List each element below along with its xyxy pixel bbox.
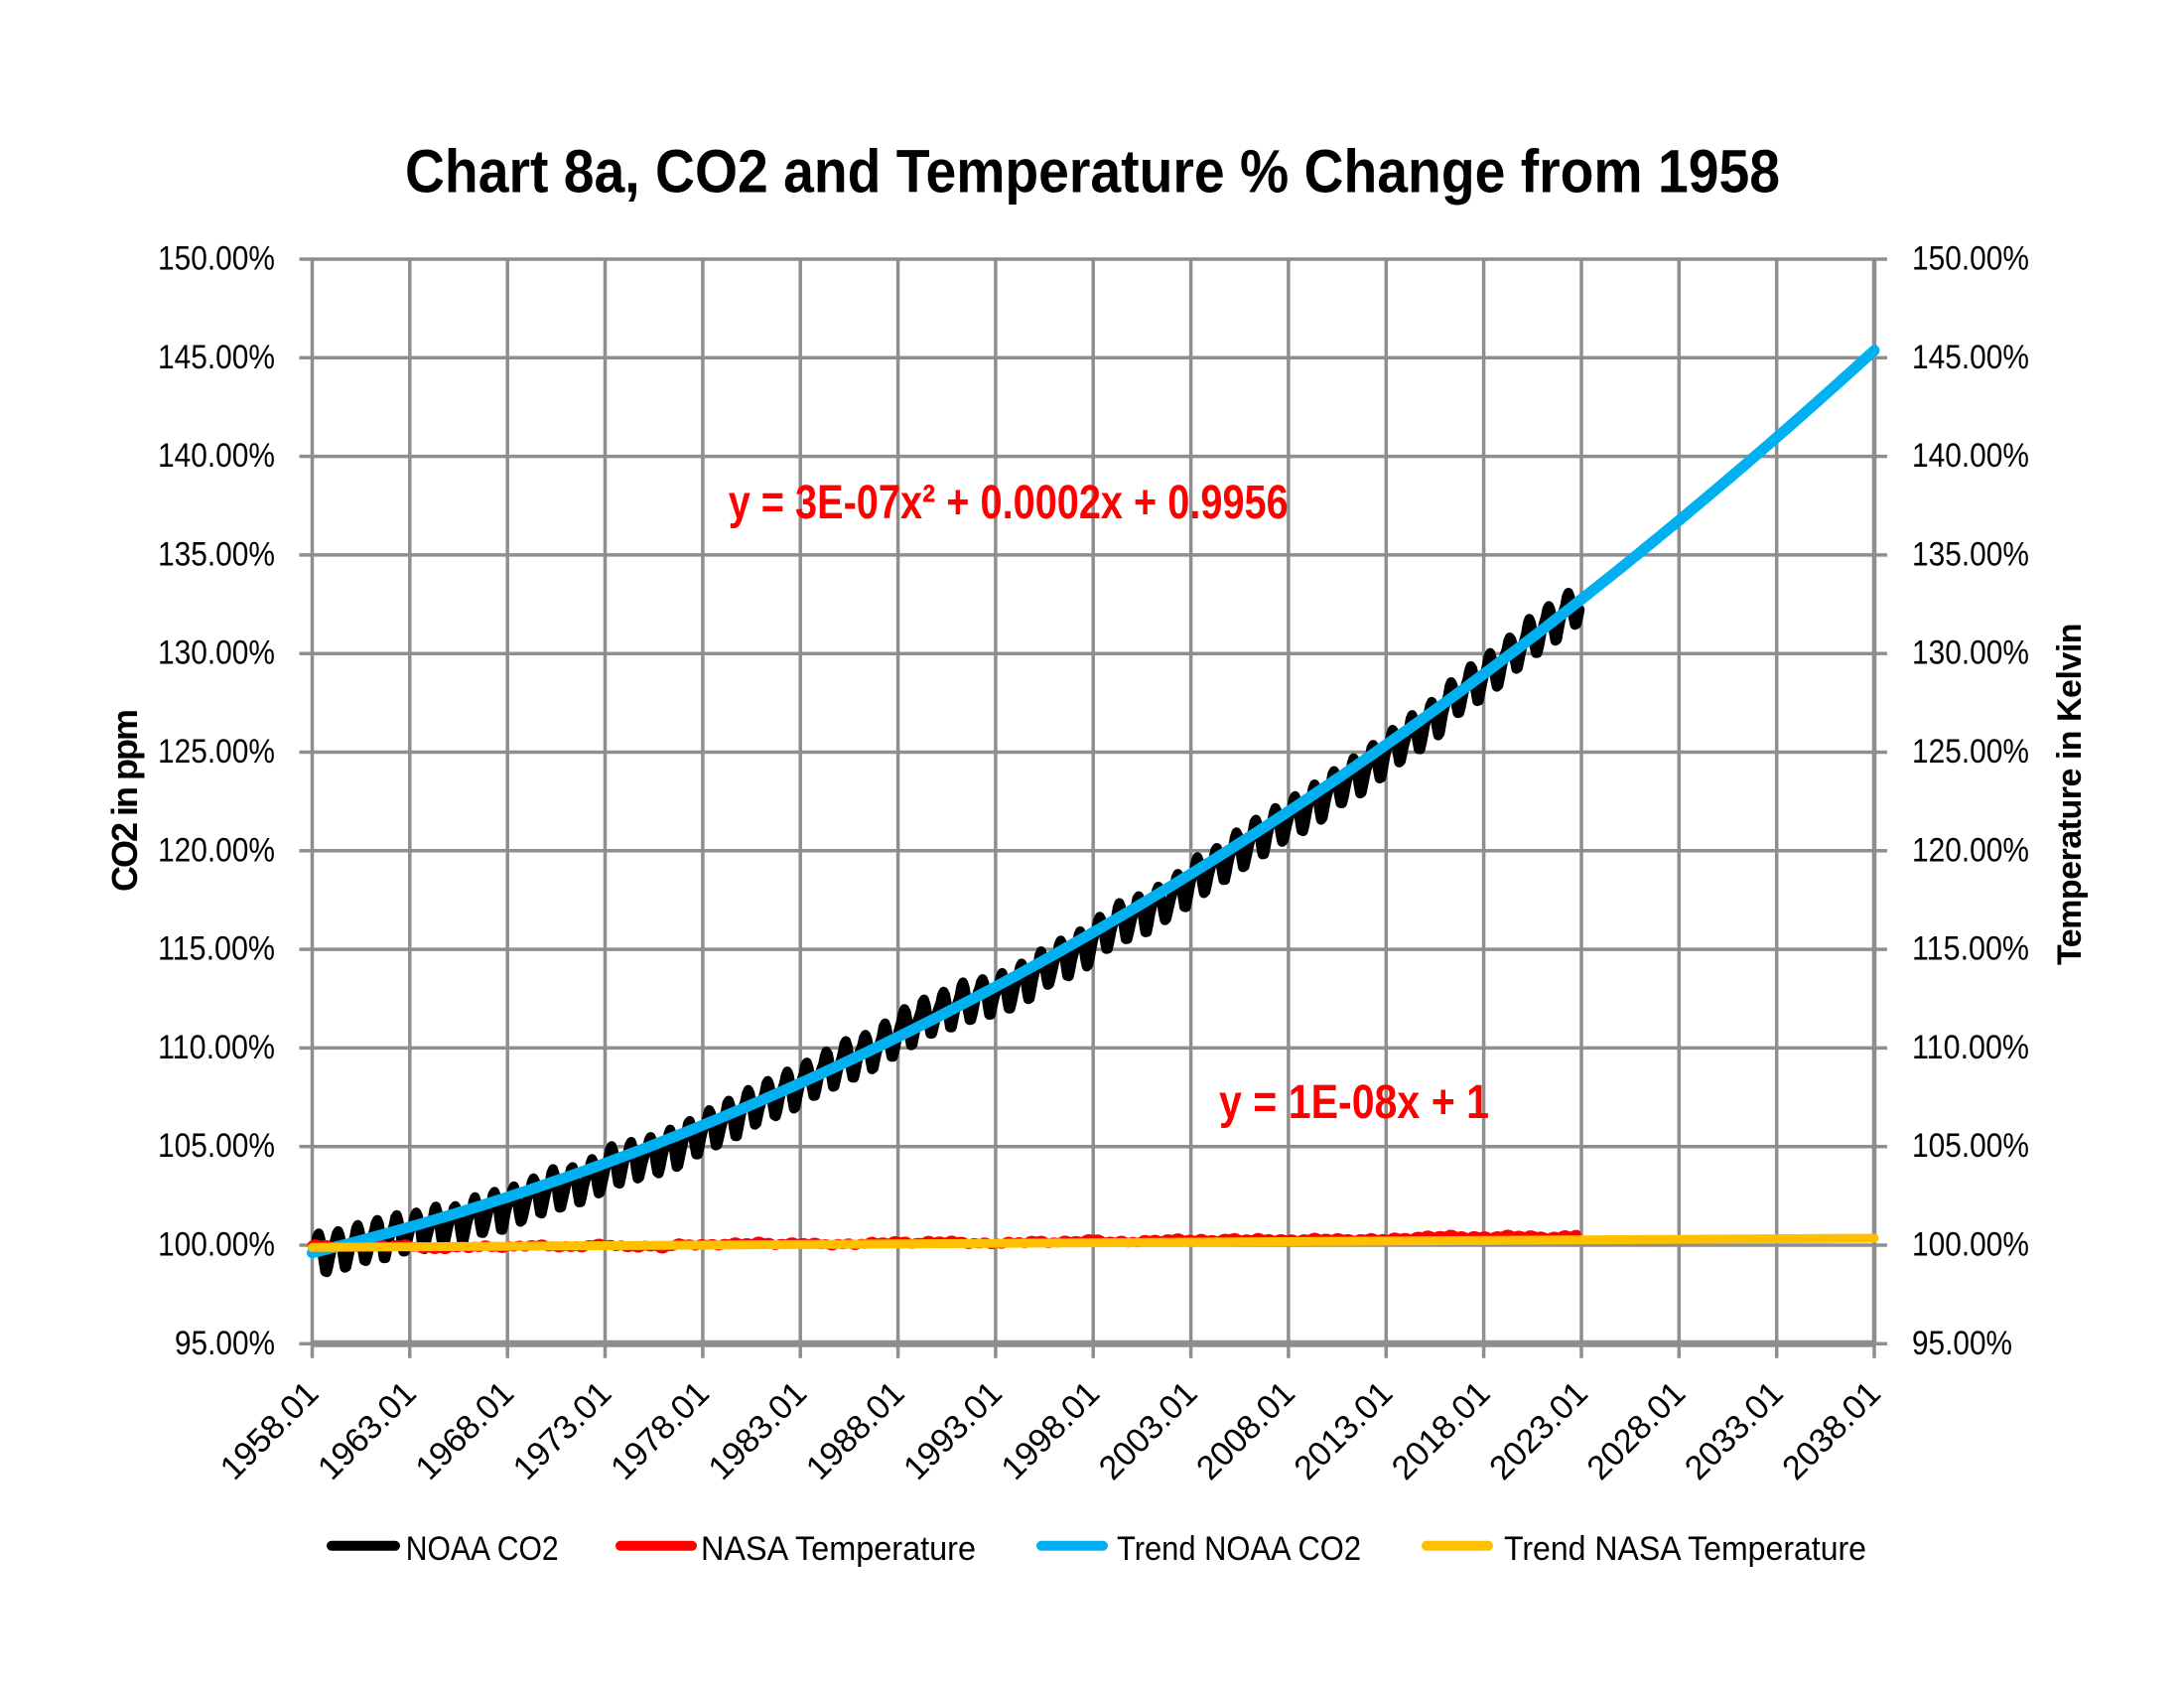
svg-text:140.00%: 140.00% <box>158 437 275 475</box>
svg-text:Trend NOAA CO2: Trend NOAA CO2 <box>1117 1530 1361 1568</box>
svg-text:NOAA CO2: NOAA CO2 <box>406 1530 559 1568</box>
svg-text:y = 1E-08x + 1: y = 1E-08x + 1 <box>1219 1076 1489 1129</box>
svg-text:125.00%: 125.00% <box>1912 733 2029 771</box>
svg-text:135.00%: 135.00% <box>158 535 275 573</box>
svg-text:145.00%: 145.00% <box>1912 339 2029 376</box>
svg-text:Temperature in Kelvin: Temperature in Kelvin <box>2051 624 2089 965</box>
svg-text:150.00%: 150.00% <box>158 240 275 278</box>
svg-text:110.00%: 110.00% <box>158 1029 275 1066</box>
svg-text:130.00%: 130.00% <box>1912 634 2029 672</box>
svg-text:145.00%: 145.00% <box>158 339 275 376</box>
svg-text:95.00%: 95.00% <box>1912 1325 2012 1362</box>
svg-text:Chart 8a, CO2 and Temperature: Chart 8a, CO2 and Temperature % Change f… <box>405 138 1780 206</box>
svg-text:135.00%: 135.00% <box>1912 535 2029 573</box>
svg-text:NASA Temperature: NASA Temperature <box>701 1530 976 1568</box>
svg-text:120.00%: 120.00% <box>158 831 275 869</box>
svg-text:110.00%: 110.00% <box>1912 1029 2029 1066</box>
svg-text:105.00%: 105.00% <box>1912 1127 2029 1165</box>
svg-text:130.00%: 130.00% <box>158 634 275 672</box>
svg-text:125.00%: 125.00% <box>158 733 275 771</box>
svg-text:CO2 in ppm: CO2 in ppm <box>104 711 145 892</box>
svg-text:100.00%: 100.00% <box>1912 1226 2029 1264</box>
svg-text:95.00%: 95.00% <box>175 1325 275 1362</box>
svg-text:150.00%: 150.00% <box>1912 240 2029 278</box>
svg-text:Trend NASA Temperature: Trend NASA Temperature <box>1504 1530 1866 1568</box>
svg-text:105.00%: 105.00% <box>158 1127 275 1165</box>
svg-text:140.00%: 140.00% <box>1912 437 2029 475</box>
svg-text:100.00%: 100.00% <box>158 1226 275 1264</box>
svg-text:y = 3E-07x² + 0.0002x + 0.9956: y = 3E-07x² + 0.0002x + 0.9956 <box>729 477 1289 529</box>
svg-text:115.00%: 115.00% <box>158 930 275 968</box>
svg-text:115.00%: 115.00% <box>1912 930 2029 968</box>
svg-text:120.00%: 120.00% <box>1912 831 2029 869</box>
